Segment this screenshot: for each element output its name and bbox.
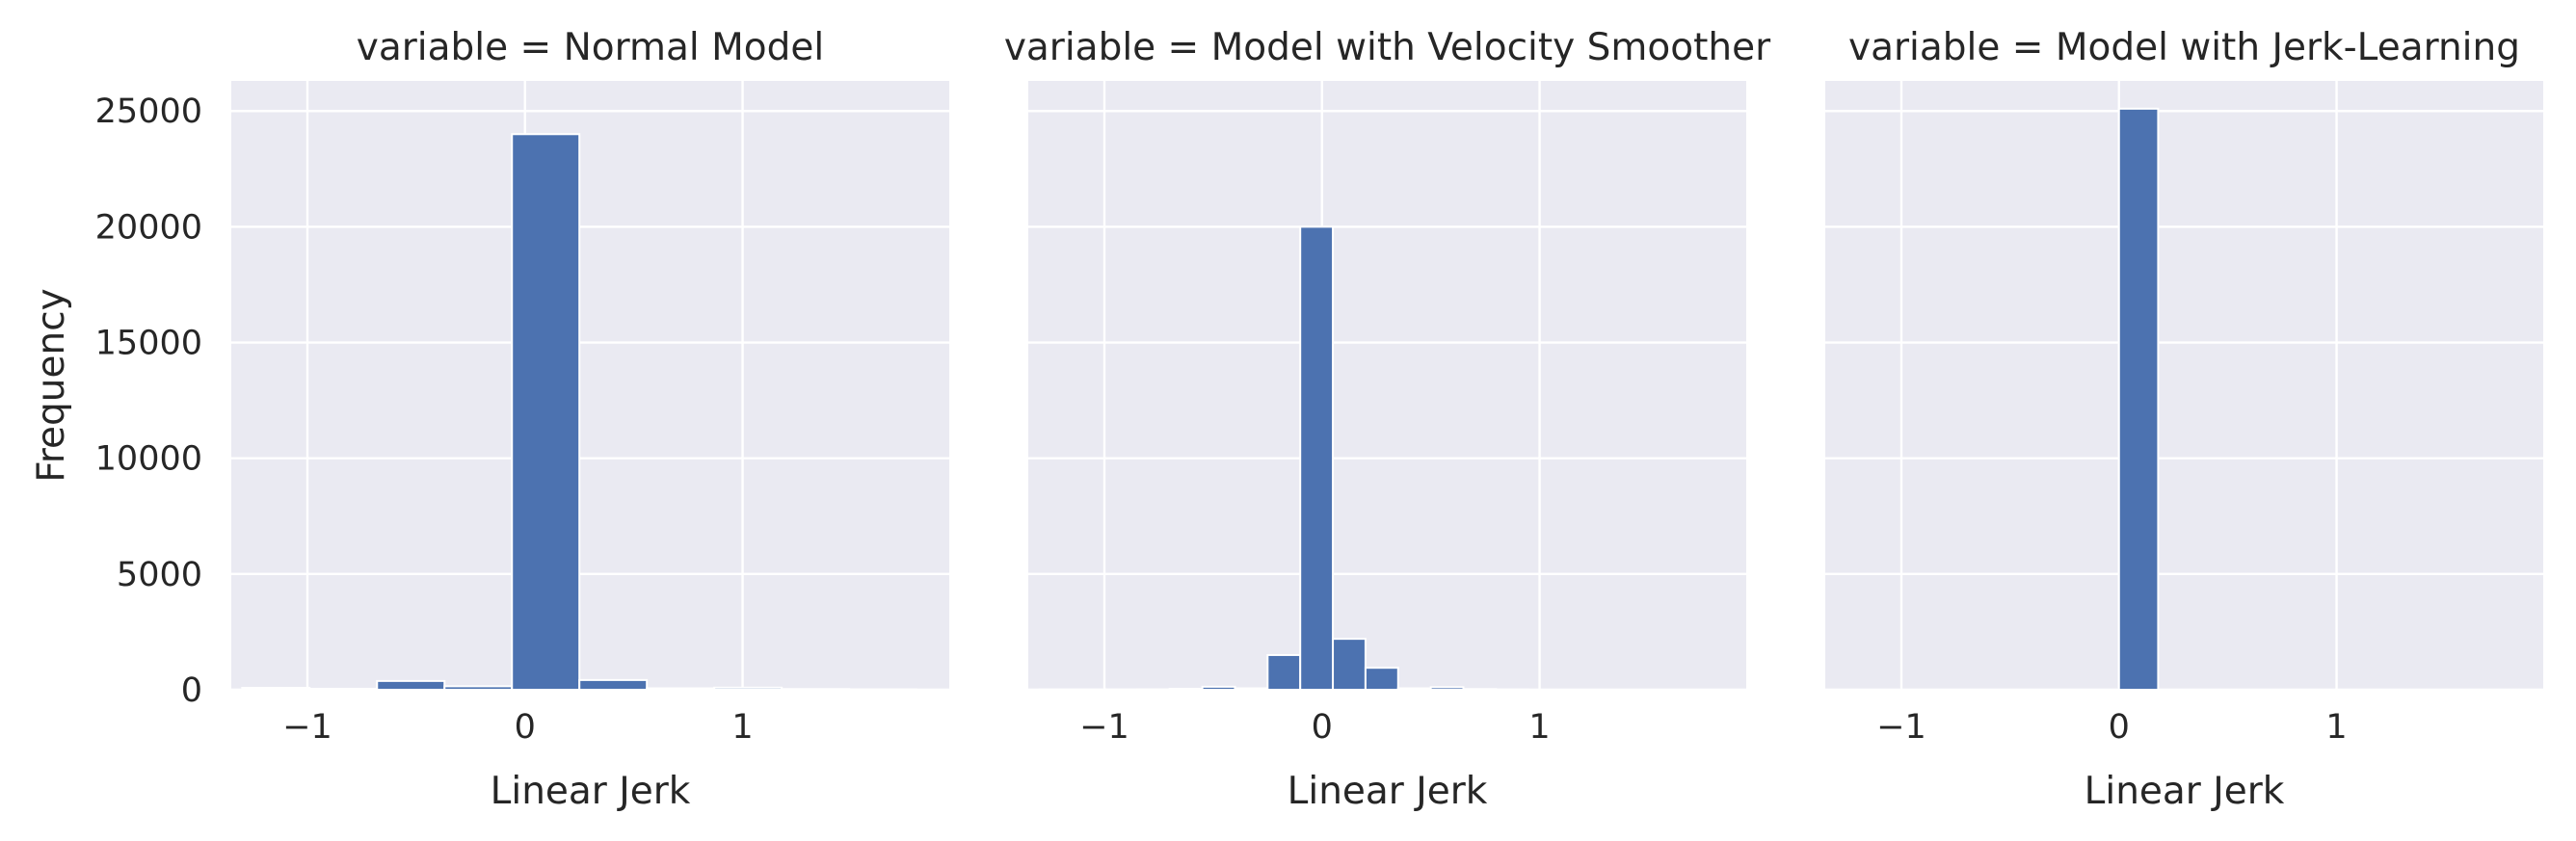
x-tick-label: 0 xyxy=(1312,708,1333,747)
y-tick-label: 0 xyxy=(181,671,202,710)
x-tick-label: −1 xyxy=(282,708,332,747)
histogram-bar xyxy=(241,687,311,692)
histogram-bar xyxy=(1462,688,1498,692)
plot-area xyxy=(231,81,949,690)
x-tick-label: −1 xyxy=(1079,708,1129,747)
y-tick-label: 25000 xyxy=(95,92,202,131)
histogram-bar xyxy=(511,133,581,691)
histogram-bar xyxy=(1299,225,1335,691)
panel-title: variable = Normal Model xyxy=(357,26,824,69)
histogram-bar xyxy=(376,679,446,692)
histogram-bar xyxy=(646,687,716,691)
x-axis-label: Linear Jerk xyxy=(2085,770,2285,813)
panel-title: variable = Model with Velocity Smoother xyxy=(1004,26,1771,69)
histogram-bar xyxy=(443,685,514,692)
panel-normal-model: −1 0 1 0 5000 10000 15000 20000 25000 Linear Jerk… xyxy=(30,26,949,813)
x-tick-label: 1 xyxy=(2325,708,2347,747)
histogram-bar xyxy=(578,678,649,692)
histogram-bar xyxy=(1332,638,1367,691)
histogram-bar xyxy=(1168,688,1204,691)
x-tick-label: 1 xyxy=(1528,708,1550,747)
histogram-bar xyxy=(1234,687,1269,691)
histogram-bar xyxy=(2117,107,2160,692)
histogram-bar xyxy=(1201,685,1236,691)
x-tick-label: 0 xyxy=(2109,708,2130,747)
y-tick-label: 10000 xyxy=(95,440,202,479)
y-tick-label: 5000 xyxy=(117,556,202,594)
x-tick-label: 0 xyxy=(515,708,536,747)
panel-velocity-smoother: −1 0 1 Linear Jerk variable = Model with Vel… xyxy=(1004,26,1771,813)
histogram-bar xyxy=(781,688,851,692)
histogram-bar xyxy=(1364,667,1399,691)
y-tick-label: 20000 xyxy=(95,208,202,247)
histogram-bar xyxy=(1429,686,1465,691)
x-axis-label: Linear Jerk xyxy=(491,770,691,813)
histogram-bar xyxy=(713,686,783,692)
histogram-bar xyxy=(308,688,379,691)
x-axis-label: Linear Jerk xyxy=(1288,770,1488,813)
y-tick-label: 15000 xyxy=(95,325,202,363)
plot-area xyxy=(1825,81,2543,690)
x-tick-label: 1 xyxy=(731,708,753,747)
y-axis-label: Frequency xyxy=(30,288,73,482)
plot-area xyxy=(1028,81,1746,690)
panel-title: variable = Model with Jerk-Learning xyxy=(1848,26,2520,69)
histogram-bar xyxy=(1266,653,1302,691)
panel-jerk-learning: −1 0 1 Linear Jerk variable = Model with Jer… xyxy=(1825,26,2543,813)
histogram-bar xyxy=(1396,687,1432,691)
x-tick-label: −1 xyxy=(1876,708,1926,747)
